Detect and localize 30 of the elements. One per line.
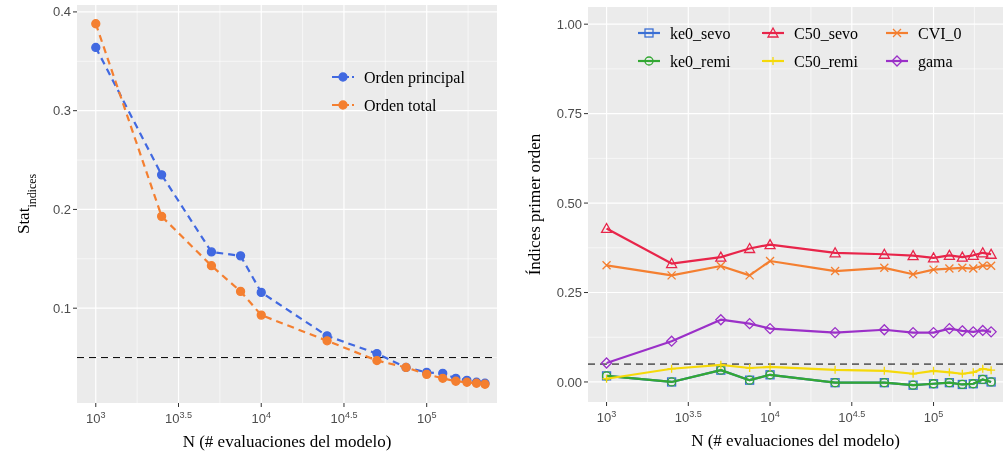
legend-label: ke0_remi xyxy=(670,52,731,70)
x-tick-label: 10$^{3.5}$ xyxy=(164,410,193,426)
y-tick-label: 0.75 xyxy=(556,106,582,122)
x-axis-title: N (# evaluaciones del modelo) xyxy=(691,431,900,450)
x-tick-label: 10$^{5}$ xyxy=(923,409,944,425)
legend-label: gama xyxy=(918,52,953,71)
y-tick-label: 0.3 xyxy=(52,103,71,119)
y-tick-label: 0.2 xyxy=(52,201,71,217)
legend-label: Orden principal xyxy=(364,68,466,87)
x-tick-label: 10$^{3}$ xyxy=(86,410,106,426)
x-tick-label: 10$^{3}$ xyxy=(596,409,617,425)
y-tick-label: 0.00 xyxy=(556,374,582,390)
y-tick-label: 0.25 xyxy=(556,285,582,301)
x-tick-label: 10$^{3.5}$ xyxy=(674,409,702,425)
y-tick-label: 1.00 xyxy=(556,16,582,32)
x-tick-label: 10$^{4}$ xyxy=(251,410,272,426)
x-tick-label: 10$^{4.5}$ xyxy=(838,409,866,425)
legend-label: C50_remi xyxy=(794,52,859,70)
y-tick-label: 0.50 xyxy=(556,195,582,211)
legend-label: ke0_sevo xyxy=(670,24,731,42)
y-tick-label: 0.4 xyxy=(52,4,71,20)
y-axis-title: Índices primer orden xyxy=(525,133,544,276)
legend-label: Orden total xyxy=(364,96,437,114)
x-tick-label: 10$^{4}$ xyxy=(760,409,780,425)
legend-label: CVI_0 xyxy=(918,24,962,42)
x-tick-label: 10$^{5}$ xyxy=(416,410,437,426)
y-tick-label: 0.1 xyxy=(52,300,71,316)
legend-label: C50_sevo xyxy=(794,24,858,42)
x-tick-label: 10$^{4.5}$ xyxy=(330,410,358,426)
x-axis-title: N (# evaluaciones del modelo) xyxy=(182,432,392,451)
